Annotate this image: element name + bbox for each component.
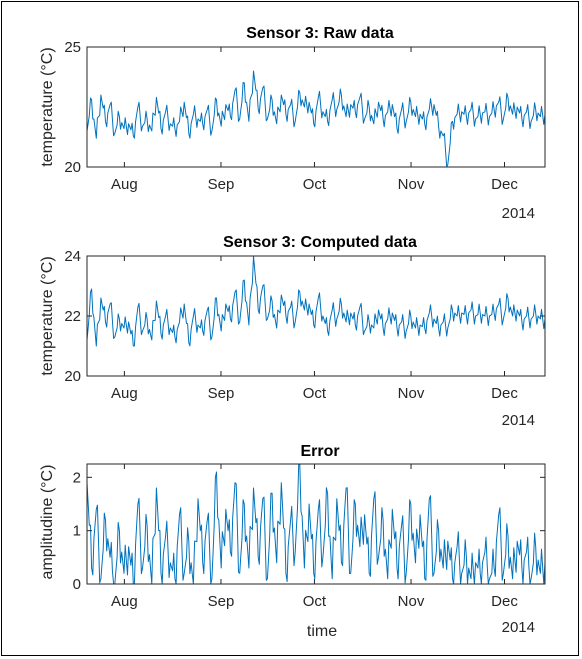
x-tick-label: Oct <box>303 593 327 610</box>
x-tick-label: Nov <box>398 176 425 193</box>
series-line <box>86 70 546 168</box>
y-tick-label: 2 <box>73 469 81 486</box>
x-tick-label: Aug <box>111 385 138 402</box>
chart-panel-error: Error amplitudine (°C) 2014 time Aug Sep O… <box>39 443 546 640</box>
x-tick-label: Nov <box>398 385 425 402</box>
chart-panel-raw-data: Sensor 3: Raw data temperature (°C) 2014… <box>39 25 546 222</box>
x-tick-label: Oct <box>303 385 327 402</box>
year-label: 2014 <box>502 412 535 429</box>
year-label: 2014 <box>502 205 535 222</box>
y-axis-label: amplitudine (°C) <box>39 465 56 580</box>
y-tick-label: 1 <box>73 523 81 540</box>
x-tick-label: Dec <box>491 593 518 610</box>
y-tick-label: 24 <box>64 248 81 265</box>
series-line <box>86 255 546 347</box>
axes-border <box>86 463 546 585</box>
x-axis-label: time <box>307 623 337 640</box>
y-tick-label: 20 <box>64 159 81 176</box>
y-tick-label: 25 <box>64 39 81 56</box>
chart-title: Error <box>300 443 339 460</box>
x-tick-label: Oct <box>303 176 327 193</box>
series-line <box>86 463 546 585</box>
x-tick-label: Sep <box>208 593 235 610</box>
x-tick-label: Sep <box>208 176 235 193</box>
x-tick-label: Dec <box>491 176 518 193</box>
chart-panel-computed-data: Sensor 3: Computed data temperature (°C)… <box>39 234 546 429</box>
x-tick-label: Sep <box>208 385 235 402</box>
x-tick-label: Aug <box>111 593 138 610</box>
x-tick-label: Nov <box>398 593 425 610</box>
y-tick-label: 0 <box>73 576 81 593</box>
y-axis-label: temperature (°C) <box>39 256 56 375</box>
y-tick-label: 20 <box>64 368 81 385</box>
x-tick-label: Aug <box>111 176 138 193</box>
x-tick-label: Dec <box>491 385 518 402</box>
chart-title: Sensor 3: Computed data <box>223 234 417 251</box>
chart-title: Sensor 3: Raw data <box>246 25 394 42</box>
y-tick-label: 22 <box>64 308 81 325</box>
year-label: 2014 <box>502 619 535 636</box>
y-axis-label: temperature (°C) <box>39 47 56 166</box>
axes-border <box>86 46 546 168</box>
axes-box <box>86 46 546 168</box>
